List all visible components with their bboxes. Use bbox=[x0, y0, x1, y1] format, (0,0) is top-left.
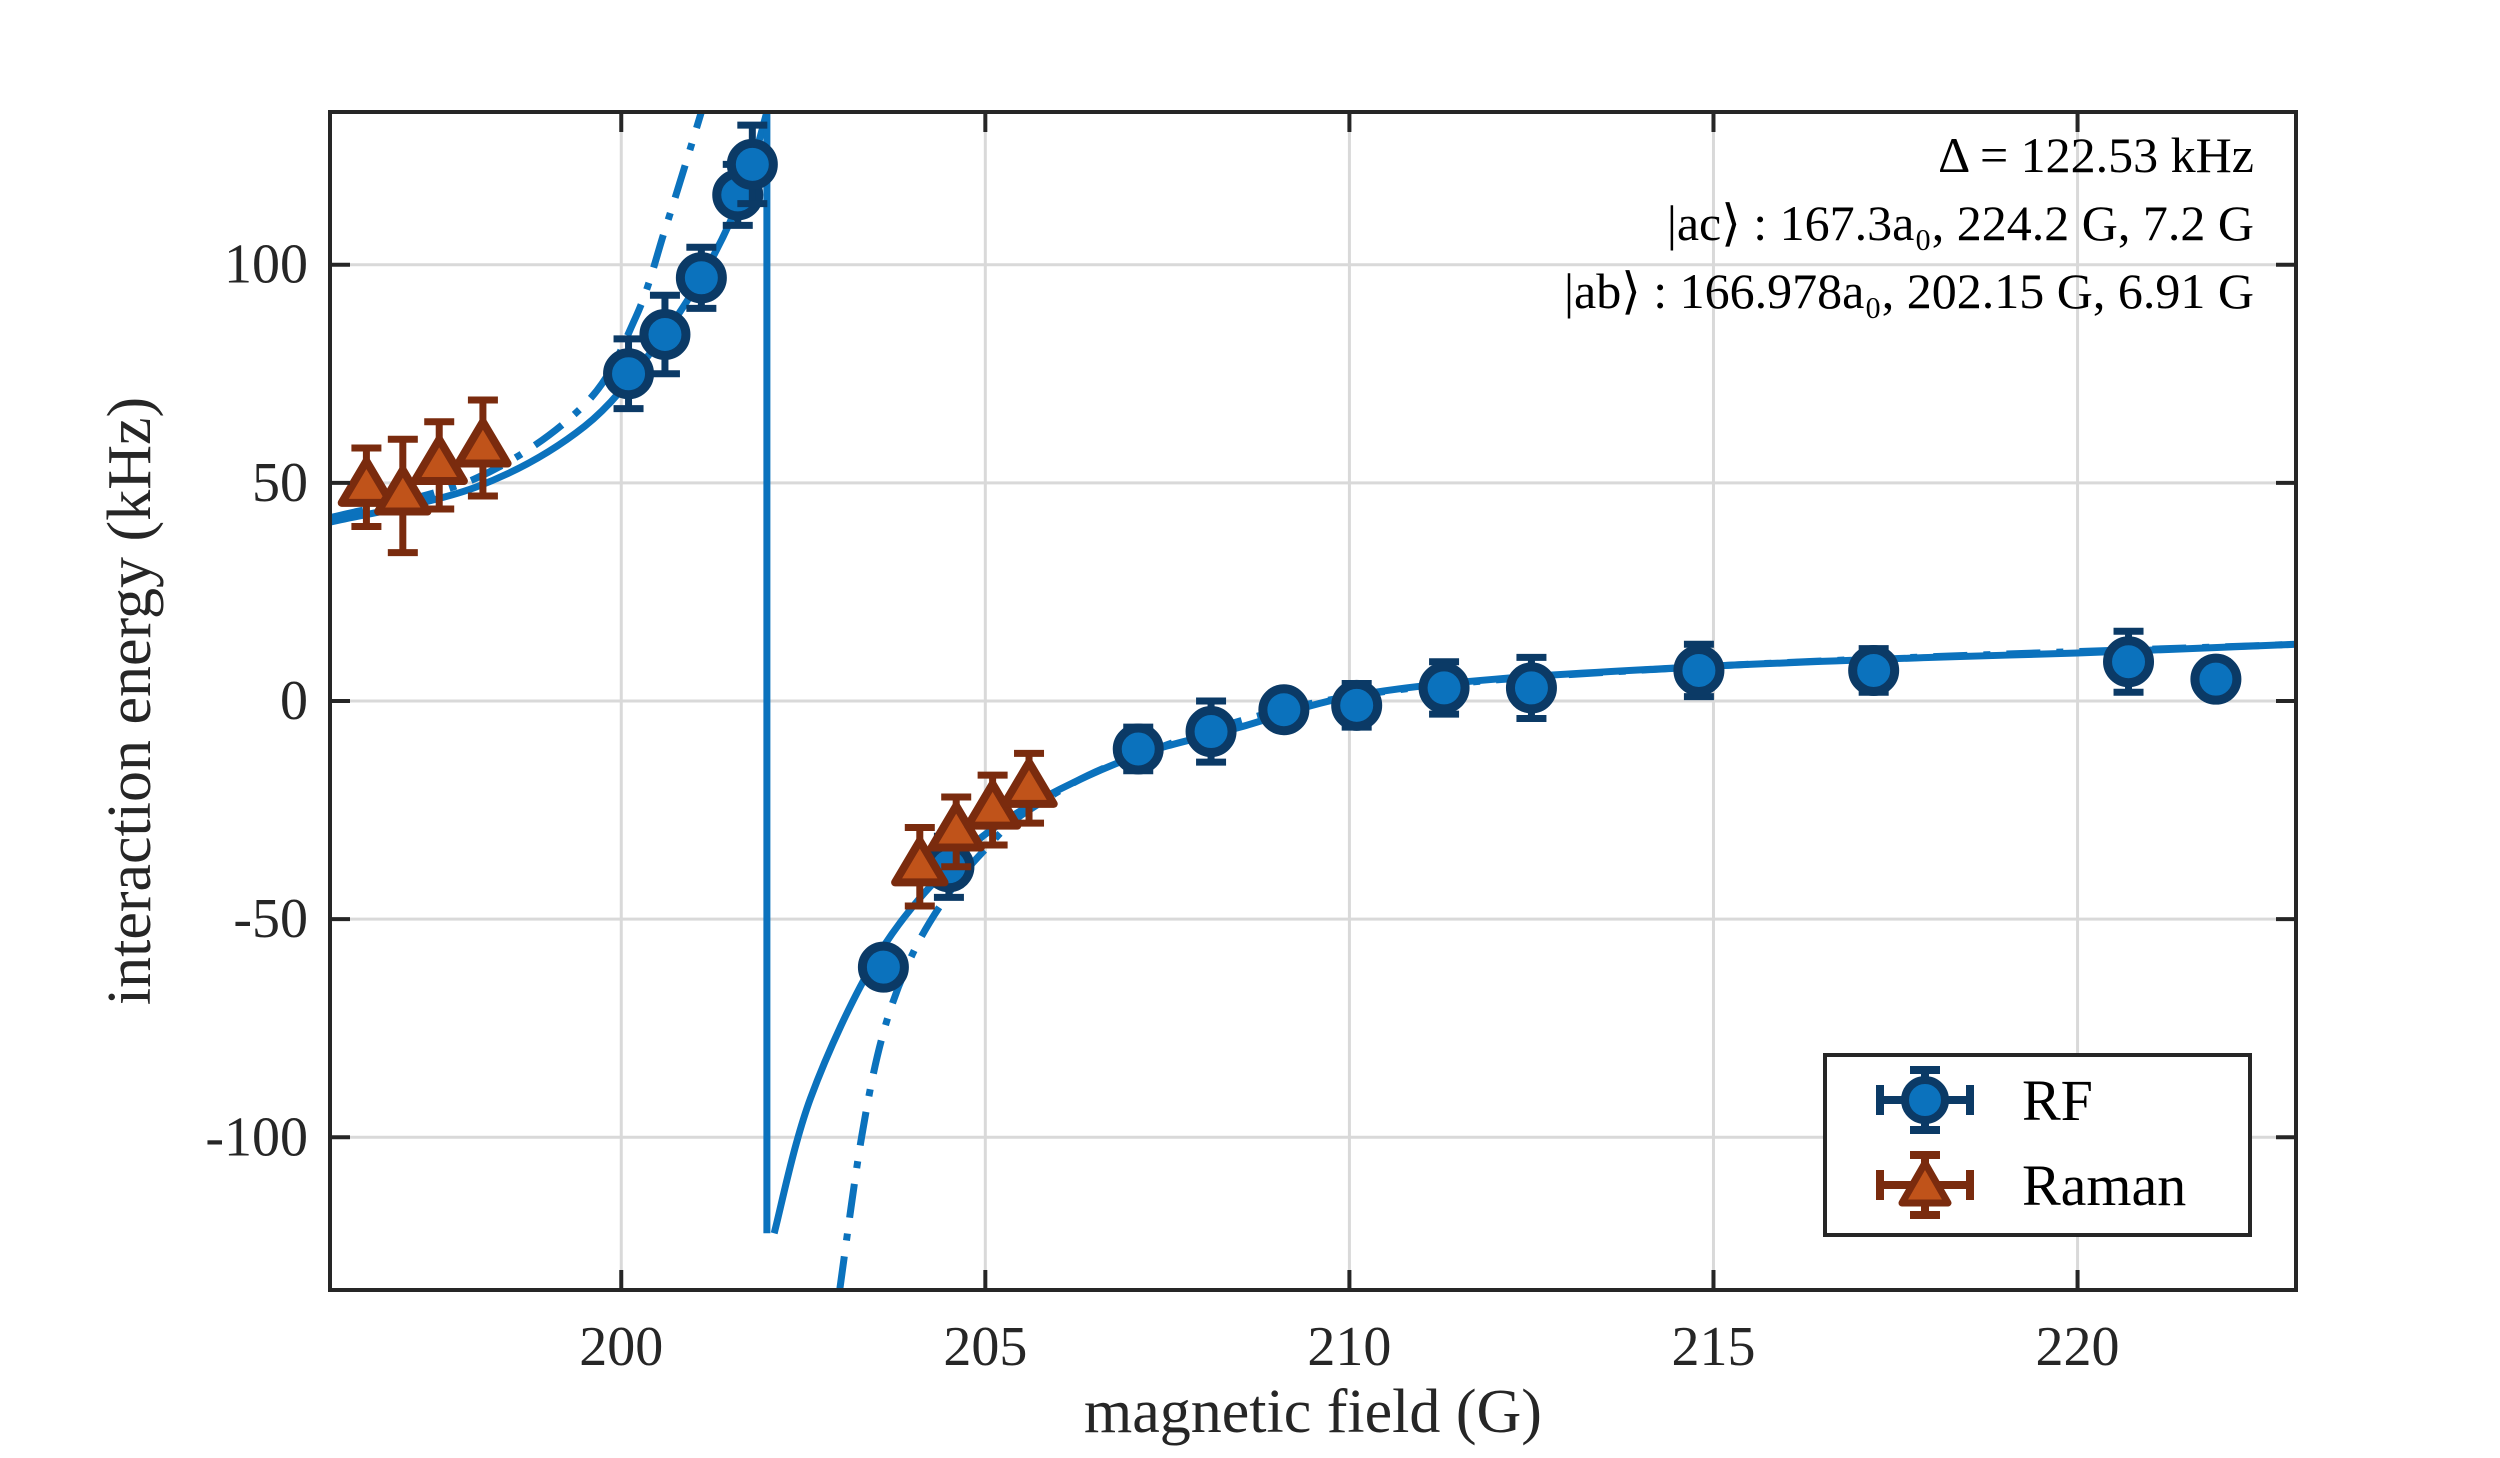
rf-point bbox=[1185, 697, 1237, 766]
x-tick-label: 200 bbox=[579, 1316, 663, 1378]
circle-marker bbox=[1258, 684, 1310, 736]
legend-raman-label: Raman bbox=[2022, 1153, 2186, 1218]
legend-raman-marker bbox=[1876, 1151, 1974, 1219]
circle-marker bbox=[1505, 662, 1557, 714]
rf-point bbox=[726, 121, 778, 208]
rf-point bbox=[1258, 684, 1310, 736]
raman-point bbox=[374, 435, 432, 557]
rf-point bbox=[1331, 679, 1383, 731]
circle-marker bbox=[1112, 723, 1164, 775]
x-tick-label: 215 bbox=[1671, 1316, 1755, 1378]
rf-point bbox=[1112, 723, 1164, 775]
x-tick-label: 210 bbox=[1307, 1316, 1391, 1378]
x-tick-label: 220 bbox=[2036, 1316, 2120, 1378]
circle-marker bbox=[1418, 662, 1470, 714]
circle-marker bbox=[1673, 644, 1725, 696]
raman-point bbox=[1000, 749, 1058, 827]
circle-marker bbox=[726, 138, 778, 190]
legend-rf-marker bbox=[1876, 1066, 1974, 1134]
raman-point bbox=[454, 396, 512, 500]
y-tick-label: -50 bbox=[233, 888, 308, 950]
rf-point bbox=[1505, 653, 1557, 722]
rf-point bbox=[2190, 653, 2242, 705]
annotation-ab: |ab⟩ : 166.978a₀, 202.15 G, 6.91 G bbox=[1564, 263, 2254, 319]
triangle-marker bbox=[374, 465, 432, 516]
annotation-delta: Δ = 122.53 kHz bbox=[1938, 127, 2254, 183]
triangle-marker bbox=[410, 435, 468, 485]
model-curve-dashdot bbox=[836, 640, 2296, 1290]
circle-marker bbox=[1848, 644, 1900, 696]
y-tick-label: 0 bbox=[280, 670, 308, 732]
model-curve-solid bbox=[330, 112, 771, 526]
x-axis-label: magnetic field (G) bbox=[1084, 1378, 1542, 1446]
rf-point bbox=[857, 941, 909, 993]
annotation-ac: |ac⟩ : 167.3a₀, 224.2 G, 7.2 G bbox=[1667, 195, 2254, 251]
legend-rf-label: RF bbox=[2022, 1068, 2093, 1133]
raman-point bbox=[891, 824, 949, 910]
raman-point bbox=[410, 418, 468, 513]
circle-marker bbox=[603, 348, 655, 400]
legend-box bbox=[1823, 1053, 2252, 1237]
triangle-marker bbox=[337, 457, 396, 507]
grid bbox=[330, 112, 2296, 1290]
rf-point bbox=[639, 291, 691, 378]
circle-marker bbox=[639, 309, 691, 361]
circle-marker bbox=[2190, 653, 2242, 705]
rf-point bbox=[1848, 644, 1900, 696]
circle-marker bbox=[675, 252, 727, 304]
rf-point bbox=[1673, 640, 1725, 701]
triangle-marker bbox=[891, 836, 949, 887]
rf-point bbox=[603, 335, 655, 413]
rf-point bbox=[2103, 627, 2155, 696]
circle-marker bbox=[857, 941, 909, 993]
axis-ticks: 200 205 210 215 220 -100 -50 0 50 100 bbox=[205, 112, 2296, 1378]
legend: RF Raman bbox=[1823, 1053, 2252, 1237]
y-tick-label: 50 bbox=[252, 452, 308, 514]
raman-point bbox=[337, 444, 396, 530]
y-tick-label: 100 bbox=[224, 234, 308, 296]
data-points bbox=[337, 121, 2242, 993]
triangle-marker bbox=[454, 417, 512, 468]
circle-marker bbox=[1331, 679, 1383, 731]
rf-point bbox=[1418, 658, 1470, 718]
y-axis-label: interaction energy (kHz) bbox=[96, 397, 164, 1005]
x-tick-label: 205 bbox=[943, 1316, 1027, 1378]
rf-point bbox=[675, 243, 727, 312]
y-tick-label: -100 bbox=[205, 1106, 308, 1168]
model-curve-dashdot bbox=[330, 112, 705, 522]
circle-marker bbox=[1185, 706, 1237, 758]
circle-marker bbox=[2103, 636, 2155, 688]
triangle-marker bbox=[1000, 758, 1058, 808]
